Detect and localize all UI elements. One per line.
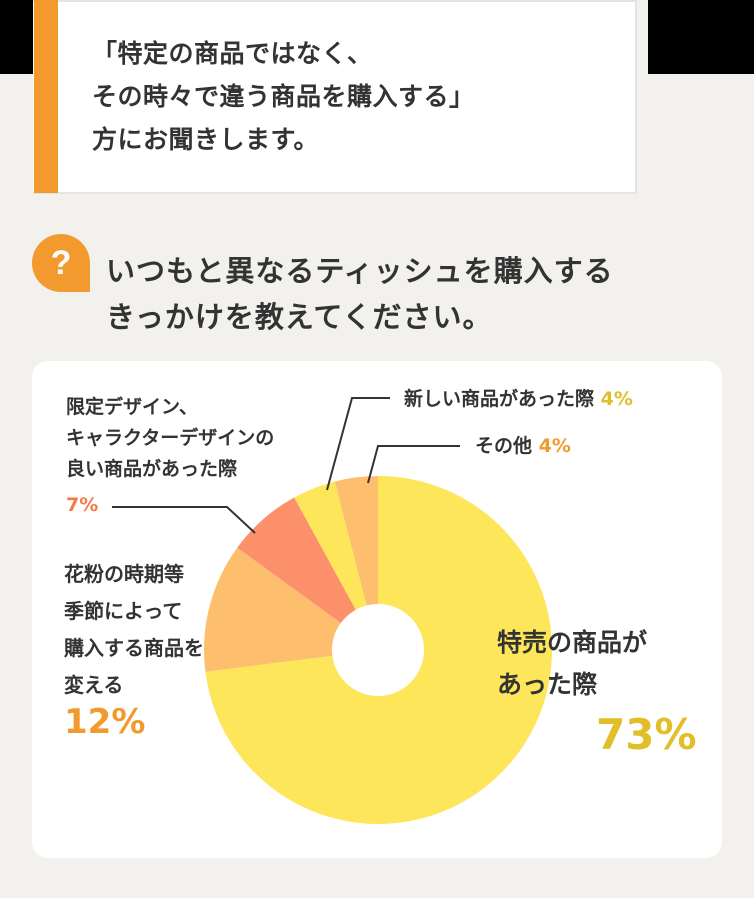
label-sale-line-1: 特売の商品が [497,628,648,657]
label-sale: 特売の商品が あった際 [497,622,647,706]
label-limited-line-3: 良い商品があった際 [66,458,238,480]
leader-line-new [326,397,390,491]
background-strip [636,16,648,74]
intro-box [33,0,637,194]
question-mark-icon: ? [32,234,90,292]
label-other-text: その他 [475,435,533,457]
intro-line-2: その時々で違う商品を購入する」 [92,82,475,111]
slice-sale-73 [205,476,553,825]
intro-accent-bar [34,0,58,193]
intro-line-3: 方にお聞きします。 [92,125,320,154]
leader-line-other [367,445,460,484]
label-season-line-1: 花粉の時期等 [64,562,184,586]
pct-limited: 7% [66,494,99,516]
label-limited-line-1: 限定デザイン、 [66,396,198,418]
label-other: その他 4% [475,431,571,458]
label-season-line-3: 購入する商品を [64,636,204,660]
question-heading: いつもと異なるティッシュを購入する きっかけを教えてください。 [106,248,736,340]
label-sale-line-2: あった際 [497,670,598,699]
slice-other-4 [334,476,378,606]
pct-other: 4% [538,435,571,457]
intro-text: 「特定の商品ではなく、 その時々で違う商品を購入する」 方にお聞きします。 [92,32,632,161]
pct-season: 12% [64,702,146,742]
top-left-black-band [0,0,33,74]
pct-sale: 73% [596,710,697,759]
label-season-line-2: 季節によって [64,599,183,623]
label-new-product: 新しい商品があった際 4% [404,384,633,411]
top-right-black-band [648,0,754,74]
label-limited-design: 限定デザイン、 キャラクターデザインの 良い商品があった際 [66,392,274,485]
pct-new: 4% [600,388,633,410]
label-season-line-4: 変える [64,673,124,697]
label-limited-line-2: キャラクターデザインの [66,427,275,449]
intro-line-1: 「特定の商品ではなく、 [92,39,373,68]
slice-limited-7 [237,497,356,623]
label-season: 花粉の時期等 季節によって 購入する商品を 変える [64,556,204,704]
question-line-2: きっかけを教えてください。 [106,300,493,334]
leader-line-limited [112,506,256,534]
question-line-1: いつもと異なるティッシュを購入する [106,254,614,288]
slice-new-4 [294,481,367,610]
label-new-text: 新しい商品があった際 [404,388,595,410]
slice-season-12 [204,547,341,672]
question-glyph: ? [50,243,72,282]
